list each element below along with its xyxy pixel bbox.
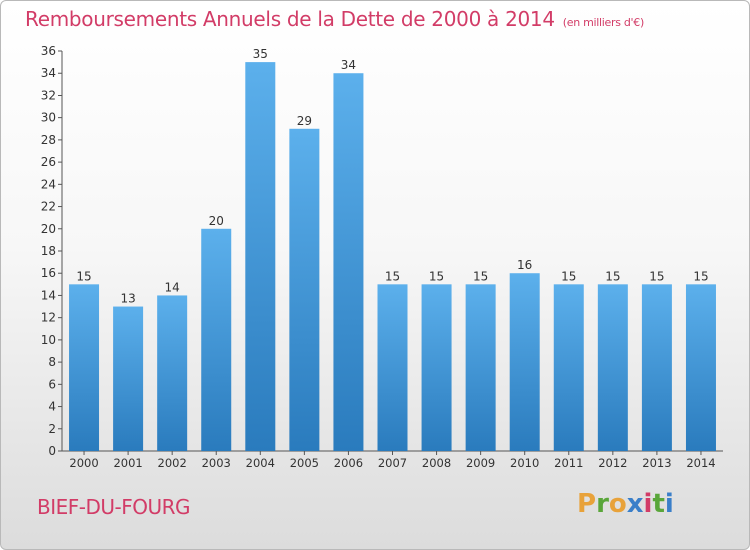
bar [377,284,408,451]
logo-letter: x [626,489,644,519]
x-tick-label: 2013 [642,456,671,470]
bar [597,284,628,451]
bar-value-label: 15 [649,269,664,283]
bar [333,73,364,451]
y-tick-label: 30 [41,111,56,125]
x-tick-label: 2003 [202,456,231,470]
place-name: BIEF-DU-FOURG [37,495,191,519]
bar-value-label: 13 [120,292,135,306]
bar-value-label: 15 [385,269,400,283]
chart-title-text: Remboursements Annuels de la Dette de 20… [25,7,555,31]
x-tick-label: 2006 [334,456,363,470]
logo-letter: i [664,489,674,519]
bar-value-label: 20 [209,214,224,228]
chart-title: Remboursements Annuels de la Dette de 20… [25,7,644,31]
y-tick-label: 10 [41,333,56,347]
bar [289,128,320,451]
y-tick-label: 0 [48,444,56,458]
x-tick-label: 2004 [246,456,275,470]
x-tick-label: 2011 [554,456,583,470]
bar-value-label: 15 [473,269,488,283]
bar [157,295,188,451]
y-tick-label: 18 [41,244,56,258]
logo-letter: o [608,489,627,519]
bar-value-label: 35 [253,47,268,61]
proxiti-logo[interactable]: Proxiti [577,489,697,525]
y-tick-label: 4 [48,400,56,414]
x-tick-label: 2014 [686,456,715,470]
y-tick-label: 24 [41,177,56,191]
x-tick-label: 2002 [158,456,187,470]
bar [553,284,584,451]
x-tick-label: 2001 [113,456,142,470]
bar [509,273,540,451]
bar-value-label: 15 [76,269,91,283]
bar [245,62,276,451]
x-tick-label: 2012 [598,456,627,470]
bar-value-label: 34 [341,58,356,72]
x-tick-label: 2000 [69,456,98,470]
y-tick-label: 22 [41,200,56,214]
bar [641,284,672,451]
bar [201,228,232,451]
bar-value-label: 15 [605,269,620,283]
logo-letter: t [652,489,665,519]
logo-letter: i [643,489,653,519]
x-tick-label: 2009 [466,456,495,470]
y-tick-label: 2 [48,422,56,436]
y-tick-label: 20 [41,222,56,236]
bar [113,306,144,451]
bar-value-label: 14 [165,280,180,294]
y-tick-label: 34 [41,66,56,80]
x-tick-label: 2010 [510,456,539,470]
y-tick-label: 8 [48,355,56,369]
y-tick-label: 12 [41,311,56,325]
bar-value-label: 15 [429,269,444,283]
y-tick-label: 36 [41,44,56,58]
chart-unit: (en milliers d'€) [562,16,644,29]
logo-letter: r [596,489,609,519]
x-tick-label: 2007 [378,456,407,470]
logo-letter: P [577,489,597,519]
y-tick-label: 16 [41,266,56,280]
y-tick-label: 26 [41,155,56,169]
bar [421,284,452,451]
bar-value-label: 15 [561,269,576,283]
bar-value-label: 16 [517,258,532,272]
chart-bars: 15 13 14 20 35 29 34 15 15 15 16 15 15 15 15 [69,47,716,451]
bar-value-label: 15 [693,269,708,283]
bar [465,284,496,451]
bar-value-label: 29 [297,114,312,128]
y-tick-label: 6 [48,377,56,391]
x-tick-label: 2008 [422,456,451,470]
bar [69,284,100,451]
bar [685,284,716,451]
y-tick-label: 14 [41,288,56,302]
x-tick-label: 2005 [290,456,319,470]
y-tick-label: 28 [41,133,56,147]
y-tick-label: 32 [41,88,56,102]
